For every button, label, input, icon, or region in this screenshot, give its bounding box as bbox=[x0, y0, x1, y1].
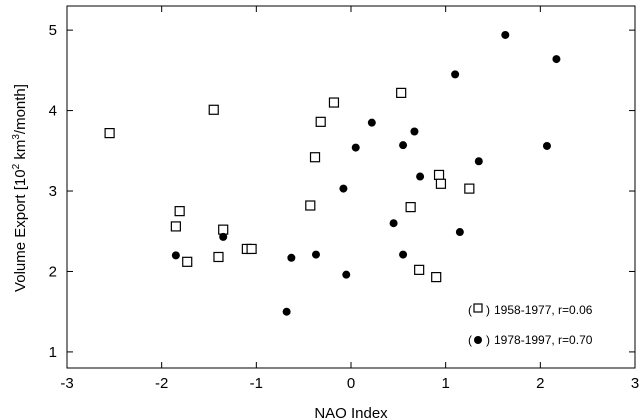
point-filled-circle bbox=[451, 70, 460, 79]
point-open-square bbox=[182, 256, 193, 267]
point-open-square bbox=[208, 104, 219, 115]
point-open-square bbox=[435, 178, 447, 189]
point-open-square bbox=[414, 264, 425, 275]
point-filled-circle bbox=[455, 228, 464, 237]
x-tick-label: 1 bbox=[441, 375, 449, 392]
point-filled-circle bbox=[171, 251, 180, 260]
point-filled-circle bbox=[311, 250, 320, 259]
legend-marker-filled-circle bbox=[474, 336, 482, 344]
point-filled-circle bbox=[542, 141, 551, 150]
point-filled-circle bbox=[389, 219, 398, 228]
y-tick-label: 1 bbox=[49, 344, 57, 361]
x-axis-label: NAO Index bbox=[314, 405, 388, 420]
x-tick-label: 2 bbox=[536, 375, 544, 392]
y-tick-label: 2 bbox=[49, 263, 57, 280]
point-open-square bbox=[104, 128, 115, 139]
point-open-square bbox=[328, 97, 340, 108]
legend-marker-open-square bbox=[473, 303, 483, 313]
x-tick-label: 3 bbox=[631, 375, 639, 392]
y-tick-label: 3 bbox=[49, 183, 57, 200]
point-filled-circle bbox=[342, 270, 351, 279]
legend-entry-1: () 1958-1977, r=0.06 bbox=[468, 303, 593, 317]
x-tick-label: -2 bbox=[155, 375, 168, 392]
point-filled-circle bbox=[282, 307, 291, 316]
legend: () 1958-1977, r=0.06 () 1978-1997, r=0.70 bbox=[468, 303, 593, 347]
y-tick-label: 4 bbox=[49, 103, 57, 120]
x-tick-label: 0 bbox=[347, 375, 355, 392]
point-open-square bbox=[309, 152, 321, 163]
point-filled-circle bbox=[410, 127, 419, 136]
point-open-square bbox=[315, 116, 326, 127]
x-tick-label: -1 bbox=[250, 375, 263, 392]
point-open-square bbox=[433, 169, 445, 181]
point-filled-circle bbox=[219, 232, 228, 241]
point-open-square bbox=[464, 183, 475, 194]
point-filled-circle bbox=[339, 184, 348, 193]
legend-entry-2: () 1978-1997, r=0.70 bbox=[468, 333, 593, 347]
y-axis-label: Volume Export [102 km3/month] bbox=[11, 84, 29, 292]
point-open-square bbox=[405, 202, 416, 213]
point-open-square bbox=[305, 200, 316, 211]
point-open-square bbox=[170, 221, 181, 232]
axes-layer: -3 -2 -1 0 1 2 3 1 2 3 4 5 bbox=[49, 6, 639, 392]
point-filled-circle bbox=[367, 118, 376, 127]
point-filled-circle bbox=[351, 143, 360, 152]
point-filled-circle bbox=[501, 30, 510, 39]
point-filled-circle bbox=[399, 141, 408, 150]
marks-layer bbox=[104, 30, 561, 316]
x-tick-label: -3 bbox=[60, 375, 73, 392]
point-open-square bbox=[246, 243, 257, 255]
y-tick-label: 5 bbox=[49, 22, 57, 39]
point-open-square bbox=[213, 251, 224, 263]
point-filled-circle bbox=[474, 157, 483, 166]
point-open-square bbox=[431, 271, 442, 283]
point-filled-circle bbox=[399, 250, 408, 259]
point-filled-circle bbox=[287, 253, 296, 262]
point-open-square bbox=[396, 87, 407, 98]
point-filled-circle bbox=[552, 55, 561, 64]
point-open-square bbox=[174, 206, 185, 217]
point-open-square bbox=[218, 224, 229, 235]
point-filled-circle bbox=[416, 172, 425, 181]
